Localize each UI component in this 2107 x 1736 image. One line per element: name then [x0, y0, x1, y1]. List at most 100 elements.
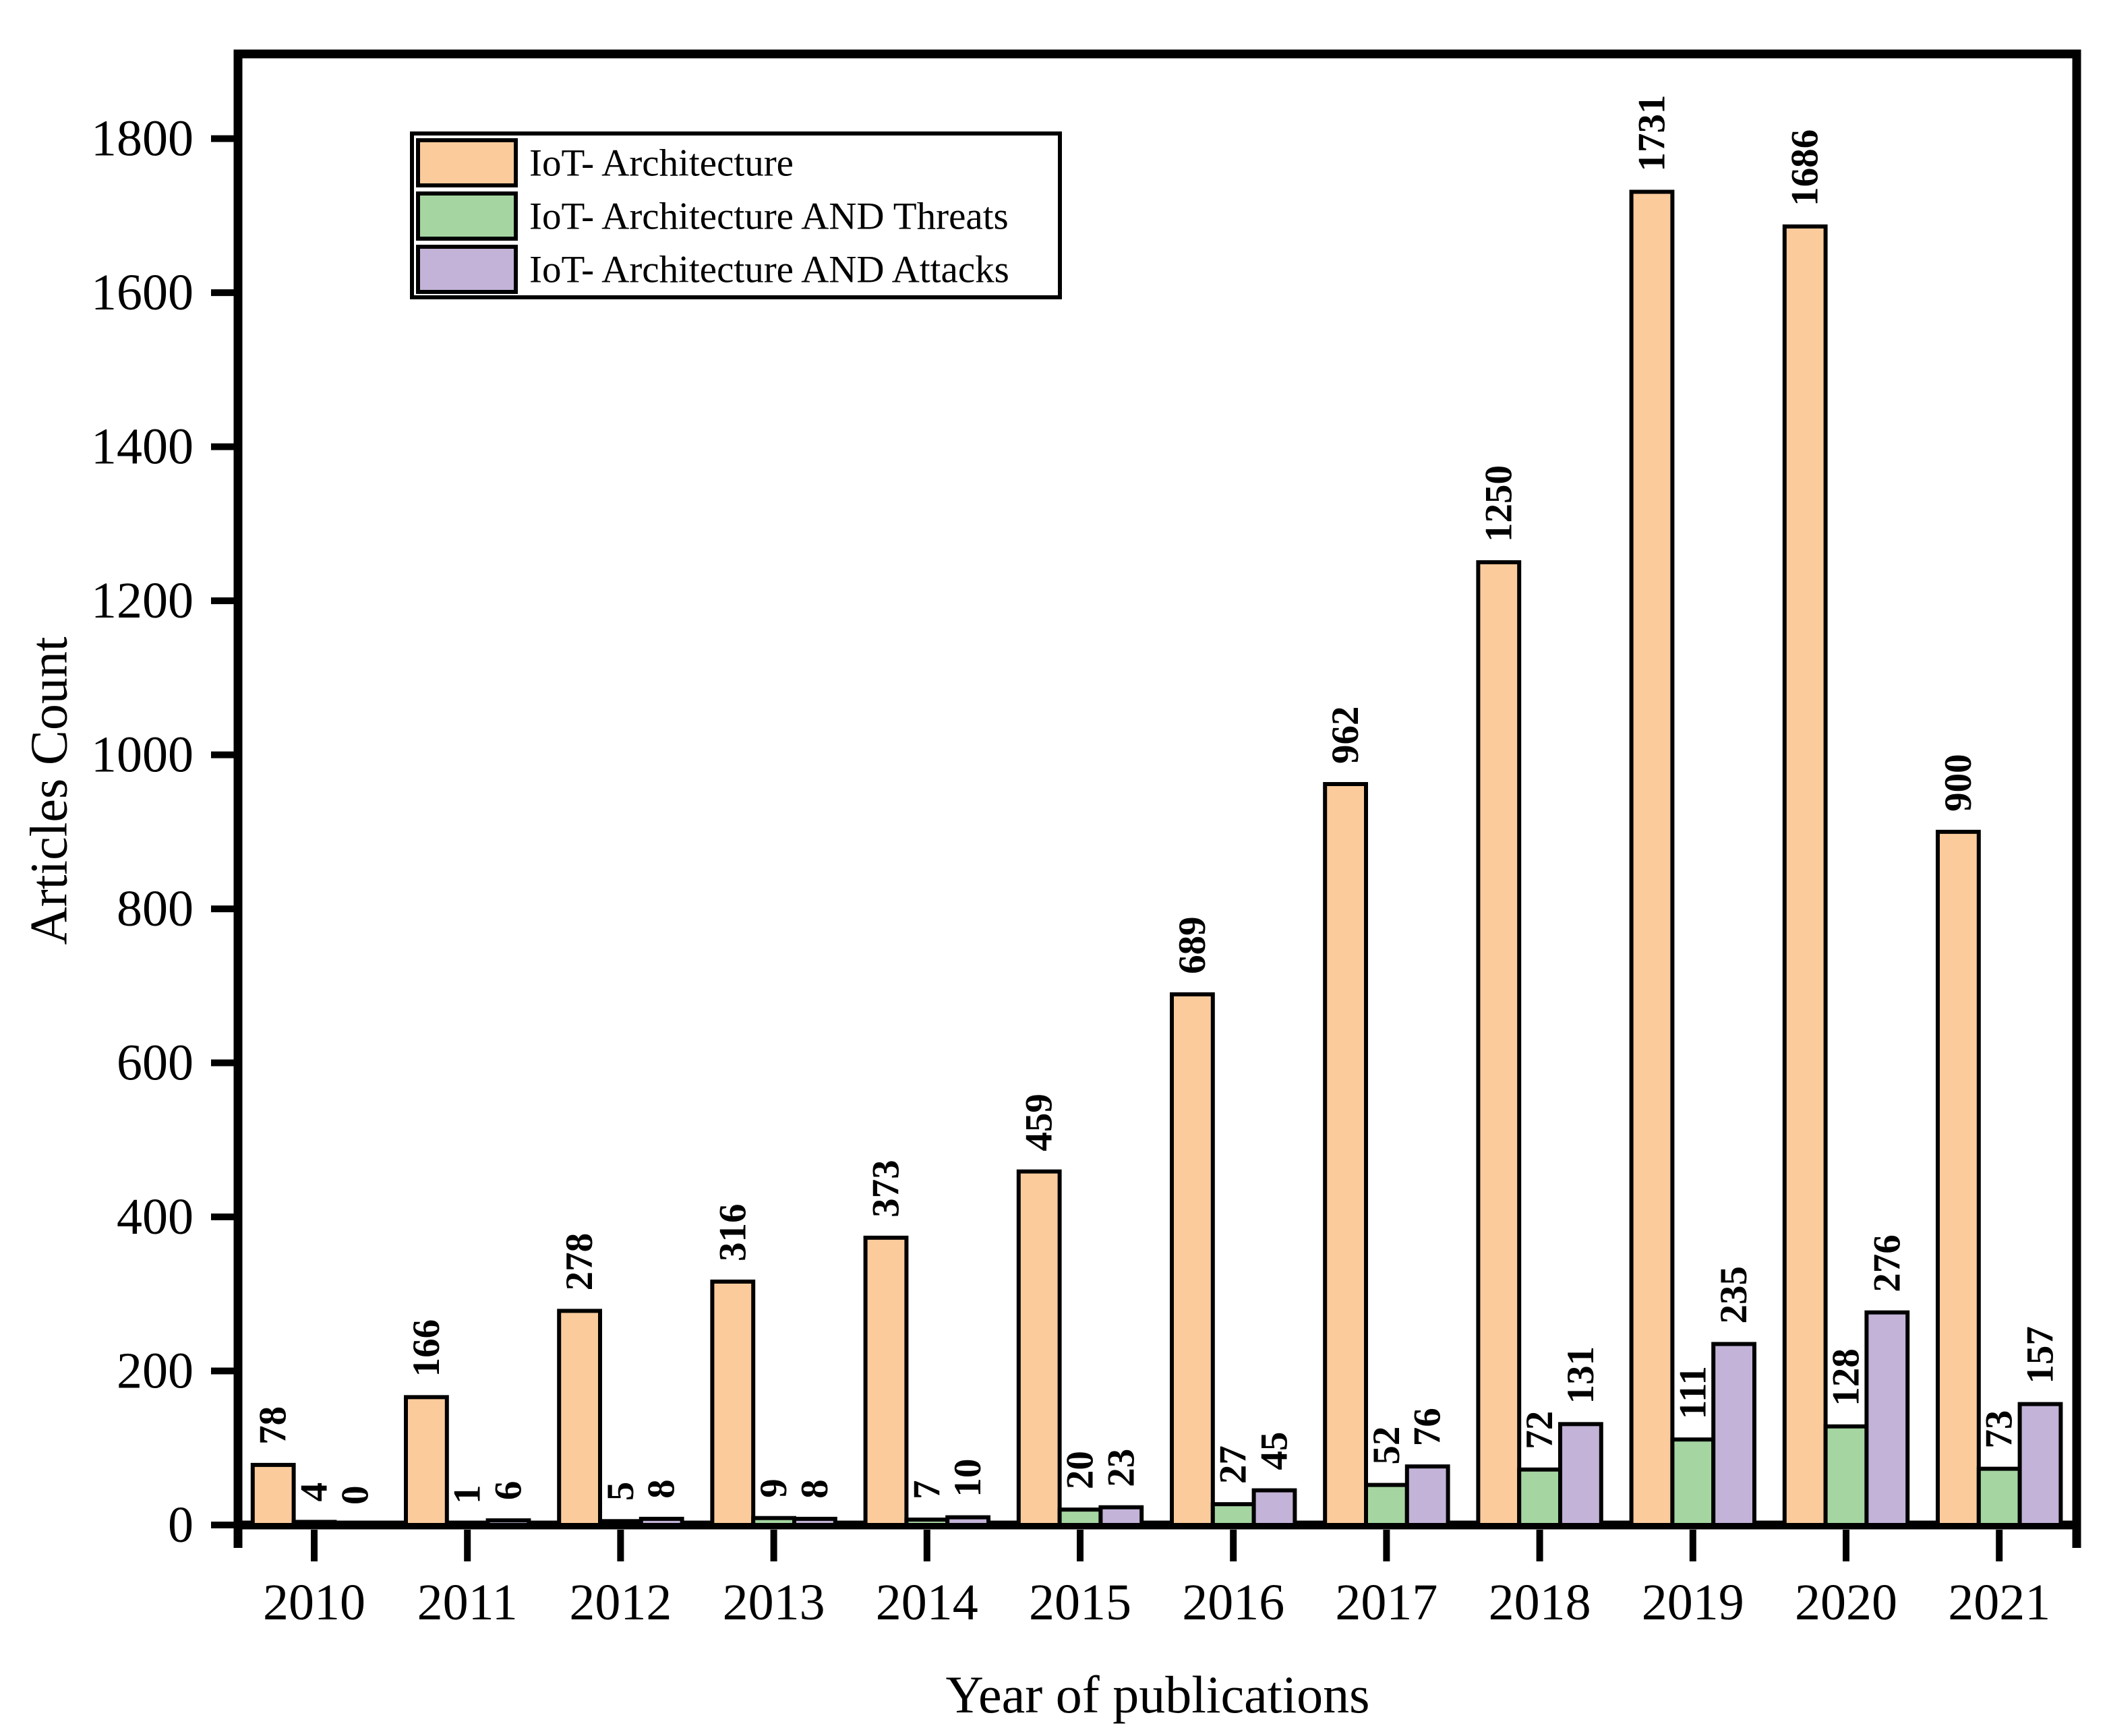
- bar-value-label: 5: [599, 1482, 642, 1501]
- bar-value-label: 7: [906, 1480, 948, 1500]
- bar: [557, 1309, 603, 1528]
- bar: [1936, 829, 1981, 1527]
- bar: [863, 1235, 909, 1528]
- x-tick-label: 2012: [569, 1574, 672, 1631]
- x-tick-label: 2010: [263, 1574, 365, 1631]
- bar: [1782, 224, 1828, 1527]
- bar-value-label: 128: [1825, 1348, 1868, 1406]
- bar-value-label: 4: [293, 1483, 336, 1502]
- bar: [751, 1516, 796, 1527]
- bar: [250, 1462, 296, 1527]
- y-axis-ticks: [211, 135, 238, 1528]
- y-tick-label: 800: [117, 880, 194, 937]
- bar: [1251, 1488, 1297, 1527]
- bar: [1016, 1169, 1062, 1527]
- bar: [1823, 1424, 1869, 1527]
- x-tick-label: 2017: [1335, 1574, 1437, 1631]
- y-tick-label: 1200: [91, 572, 194, 629]
- bar: [1670, 1437, 1716, 1527]
- legend-swatch-architecture: [416, 138, 518, 187]
- bar: [945, 1515, 990, 1528]
- bar: [1476, 560, 1522, 1527]
- bar: [904, 1518, 950, 1528]
- bar-value-label: 1731: [1631, 94, 1673, 171]
- y-tick-label: 1600: [91, 264, 194, 321]
- bar: [1711, 1342, 1756, 1528]
- y-tick-label: 1000: [91, 727, 194, 783]
- y-tick-label: 0: [168, 1497, 194, 1553]
- bar: [1323, 782, 1368, 1527]
- x-tick-label: 2021: [1948, 1574, 2050, 1631]
- bar: [639, 1516, 684, 1528]
- bar-value-label: 166: [405, 1319, 448, 1377]
- y-tick-label: 200: [117, 1343, 194, 1400]
- bar-value-label: 373: [865, 1160, 908, 1218]
- x-tick-label: 2011: [417, 1574, 518, 1631]
- x-tick-label: 2019: [1642, 1574, 1744, 1631]
- bar-value-label: 76: [1406, 1408, 1449, 1446]
- legend-swatch-attacks: [416, 245, 518, 294]
- legend-label-attacks: IoT- Architecture AND Attacks: [529, 249, 1009, 291]
- bar-value-label: 27: [1212, 1445, 1255, 1484]
- x-tick-label: 2018: [1489, 1574, 1591, 1631]
- bar-value-label: 52: [1365, 1427, 1408, 1465]
- bar: [2017, 1402, 2063, 1527]
- bar-value-label: 23: [1100, 1449, 1142, 1487]
- y-tick-label: 600: [117, 1035, 194, 1091]
- bar-value-label: 0: [334, 1486, 376, 1505]
- bar-value-label: 459: [1018, 1094, 1061, 1151]
- y-axis-tick-labels: 0 200 400 600 800 1000 1200 1400 1600 1800: [91, 111, 194, 1553]
- bar-value-label: 157: [2019, 1326, 2062, 1384]
- bar-value-label: 962: [1324, 707, 1367, 765]
- y-axis-title: Articles Count: [20, 636, 78, 945]
- bar-value-label: 45: [1253, 1432, 1296, 1470]
- bar: [444, 1522, 490, 1528]
- bar-value-label: 900: [1937, 754, 1980, 812]
- bar-value-label: 1: [446, 1485, 489, 1504]
- bar: [1976, 1466, 2022, 1528]
- x-axis-tick-labels: 2010 2011 2012 2013 2014 2015 2016 2017 2018 2019…: [263, 1574, 2050, 1631]
- legend-swatch-threats: [416, 191, 518, 241]
- x-tick-label: 2020: [1795, 1574, 1897, 1631]
- bar-value-label: 8: [794, 1479, 836, 1499]
- bar: [291, 1520, 337, 1528]
- bar-series: [250, 189, 2063, 1528]
- x-tick-label: 2016: [1182, 1574, 1284, 1631]
- bar-value-label: 689: [1171, 916, 1214, 974]
- bar: [1170, 992, 1215, 1527]
- legend-label-architecture: IoT- Architecture: [529, 142, 794, 185]
- bar: [710, 1279, 756, 1527]
- bar-value-label: 111: [1671, 1366, 1714, 1419]
- bar: [1364, 1483, 1409, 1527]
- bar: [1098, 1505, 1144, 1528]
- bar-value-label: 278: [558, 1233, 601, 1291]
- bar-value-label: 131: [1560, 1346, 1602, 1404]
- legend-label-threats: IoT- Architecture AND Threats: [529, 196, 1009, 238]
- bar: [404, 1395, 449, 1527]
- bar-value-label: 1250: [1477, 465, 1520, 542]
- x-tick-label: 2014: [876, 1574, 978, 1631]
- x-tick-label: 2013: [723, 1574, 825, 1631]
- bar: [1558, 1422, 1603, 1527]
- y-tick-label: 1400: [91, 419, 194, 475]
- legend-box: [410, 131, 1062, 299]
- bar: [1057, 1507, 1103, 1528]
- bar: [1404, 1464, 1450, 1528]
- bar-value-label: 20: [1059, 1451, 1102, 1489]
- bar: [1629, 189, 1675, 1527]
- plot-frame: [233, 49, 2081, 1530]
- bar-value-label: 9: [752, 1478, 795, 1498]
- x-tick-label: 2015: [1029, 1574, 1131, 1631]
- bar-value-label: 1686: [1784, 129, 1827, 206]
- bar-value-label: 8: [641, 1479, 683, 1499]
- bar: [792, 1516, 837, 1528]
- y-tick-label: 400: [117, 1189, 194, 1245]
- y-tick-label: 1800: [91, 111, 194, 167]
- bar-value-label: 10: [947, 1459, 989, 1497]
- bar: [485, 1518, 531, 1527]
- bar-value-label: 78: [252, 1406, 295, 1445]
- legend: IoT- Architecture IoT- Architecture AND …: [410, 131, 1062, 299]
- x-axis-title: Year of publications: [946, 1665, 1370, 1724]
